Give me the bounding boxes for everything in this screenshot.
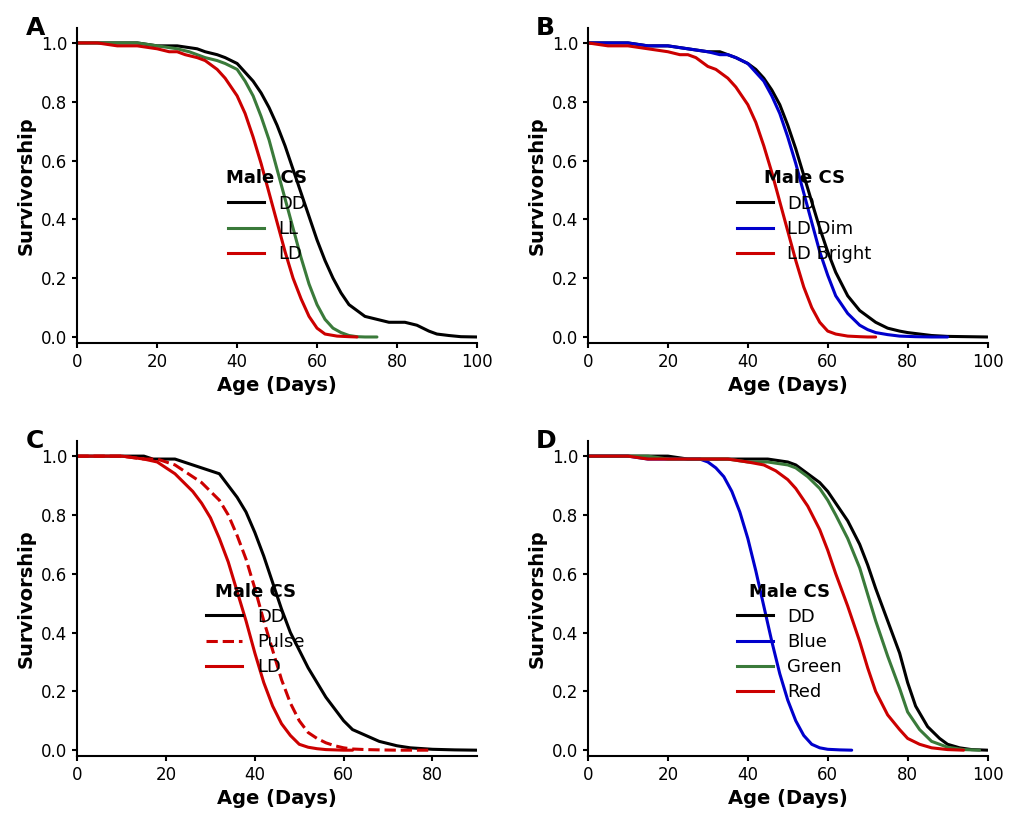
Text: B: B xyxy=(536,16,554,40)
Legend: DD, Pulse, LD: DD, Pulse, LD xyxy=(206,582,304,676)
Y-axis label: Survivorship: Survivorship xyxy=(16,530,36,668)
X-axis label: Age (Days): Age (Days) xyxy=(217,376,336,395)
Y-axis label: Survivorship: Survivorship xyxy=(527,530,546,668)
Legend: DD, LD Dim, LD Bright: DD, LD Dim, LD Bright xyxy=(736,169,871,263)
Legend: DD, Blue, Green, Red: DD, Blue, Green, Red xyxy=(736,582,842,701)
Text: C: C xyxy=(25,429,44,453)
Legend: DD, LL, LD: DD, LL, LD xyxy=(226,169,307,263)
Text: D: D xyxy=(536,429,556,453)
Y-axis label: Survivorship: Survivorship xyxy=(527,116,546,255)
Y-axis label: Survivorship: Survivorship xyxy=(16,116,36,255)
X-axis label: Age (Days): Age (Days) xyxy=(728,376,847,395)
X-axis label: Age (Days): Age (Days) xyxy=(728,790,847,808)
X-axis label: Age (Days): Age (Days) xyxy=(217,790,336,808)
Text: A: A xyxy=(25,16,45,40)
